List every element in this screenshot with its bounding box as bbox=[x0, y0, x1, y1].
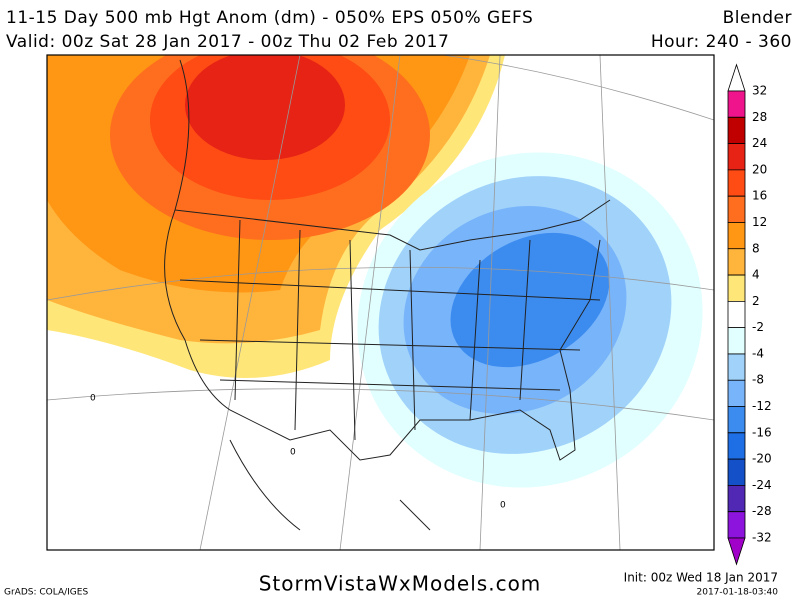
colorbar-label: 20 bbox=[752, 162, 767, 176]
contour-label: 0 bbox=[90, 394, 96, 404]
map: 0 0 0 bbox=[47, 55, 714, 550]
colorbar-swatch bbox=[727, 379, 746, 407]
colorbar-swatch bbox=[727, 432, 746, 460]
colorbar-label: 2 bbox=[752, 294, 760, 308]
colorbar-swatch bbox=[727, 537, 746, 566]
site: StormVistaWxModels.com bbox=[259, 572, 542, 596]
credit: GrADS: COLA/IGES bbox=[4, 588, 88, 598]
map-frame bbox=[46, 54, 715, 551]
colorbar-swatch bbox=[727, 485, 746, 513]
colorbar-label: -32 bbox=[752, 531, 772, 545]
hour: Hour: 240 - 360 bbox=[651, 32, 792, 52]
graticule bbox=[47, 55, 714, 550]
colorbar-label: 8 bbox=[752, 241, 760, 255]
colorbar-label: -24 bbox=[752, 478, 772, 492]
colorbar-label: -12 bbox=[752, 399, 772, 413]
colorbar-label: 12 bbox=[752, 215, 767, 229]
colorbar-swatch bbox=[727, 511, 746, 539]
colorbar-label: -2 bbox=[752, 320, 764, 334]
colorbar-label: -20 bbox=[752, 452, 772, 466]
source: Blender bbox=[723, 8, 792, 28]
colorbar-swatch bbox=[727, 63, 746, 92]
colorbar-swatch bbox=[727, 458, 746, 486]
colorbar-swatch bbox=[727, 90, 746, 118]
colorbar-swatch bbox=[727, 143, 746, 171]
stamp: 2017-01-18-03:40 bbox=[697, 588, 779, 598]
colorbar-swatch bbox=[727, 300, 746, 329]
colorbar-label: 28 bbox=[752, 110, 767, 124]
colorbar-label: -4 bbox=[752, 346, 764, 360]
contour-label: 0 bbox=[500, 501, 506, 511]
colorbar-swatch bbox=[727, 222, 746, 250]
colorbar-swatch bbox=[727, 327, 746, 355]
colorbar-label: 24 bbox=[752, 136, 767, 150]
title: 11-15 Day 500 mb Hgt Anom (dm) - 050% EP… bbox=[6, 8, 533, 28]
colorbar-swatch bbox=[727, 116, 746, 144]
colorbar-swatch bbox=[727, 274, 746, 302]
colorbar-label: 16 bbox=[752, 189, 767, 203]
valid: Valid: 00z Sat 28 Jan 2017 - 00z Thu 02 … bbox=[6, 32, 449, 52]
colorbar-swatch bbox=[727, 248, 746, 276]
colorbar-label: -28 bbox=[752, 504, 772, 518]
colorbar-swatch bbox=[727, 406, 746, 434]
contour-label: 0 bbox=[290, 448, 296, 458]
colorbar-label: 4 bbox=[752, 268, 760, 282]
borders bbox=[164, 59, 611, 531]
colorbar-swatch bbox=[727, 195, 746, 223]
colorbar-swatch bbox=[727, 169, 746, 197]
colorbar-label: -16 bbox=[752, 425, 772, 439]
colorbar-swatch bbox=[727, 353, 746, 381]
colorbar-label: -8 bbox=[752, 373, 764, 387]
colorbar: 32 28 24 20 16 12 8 4 2 -2 -4 -8 -12 -16 -20 -24 -28 -32 bbox=[727, 63, 772, 566]
colorbar-label: 32 bbox=[752, 84, 767, 98]
init: Init: 00z Wed 18 Jan 2017 bbox=[624, 571, 778, 585]
